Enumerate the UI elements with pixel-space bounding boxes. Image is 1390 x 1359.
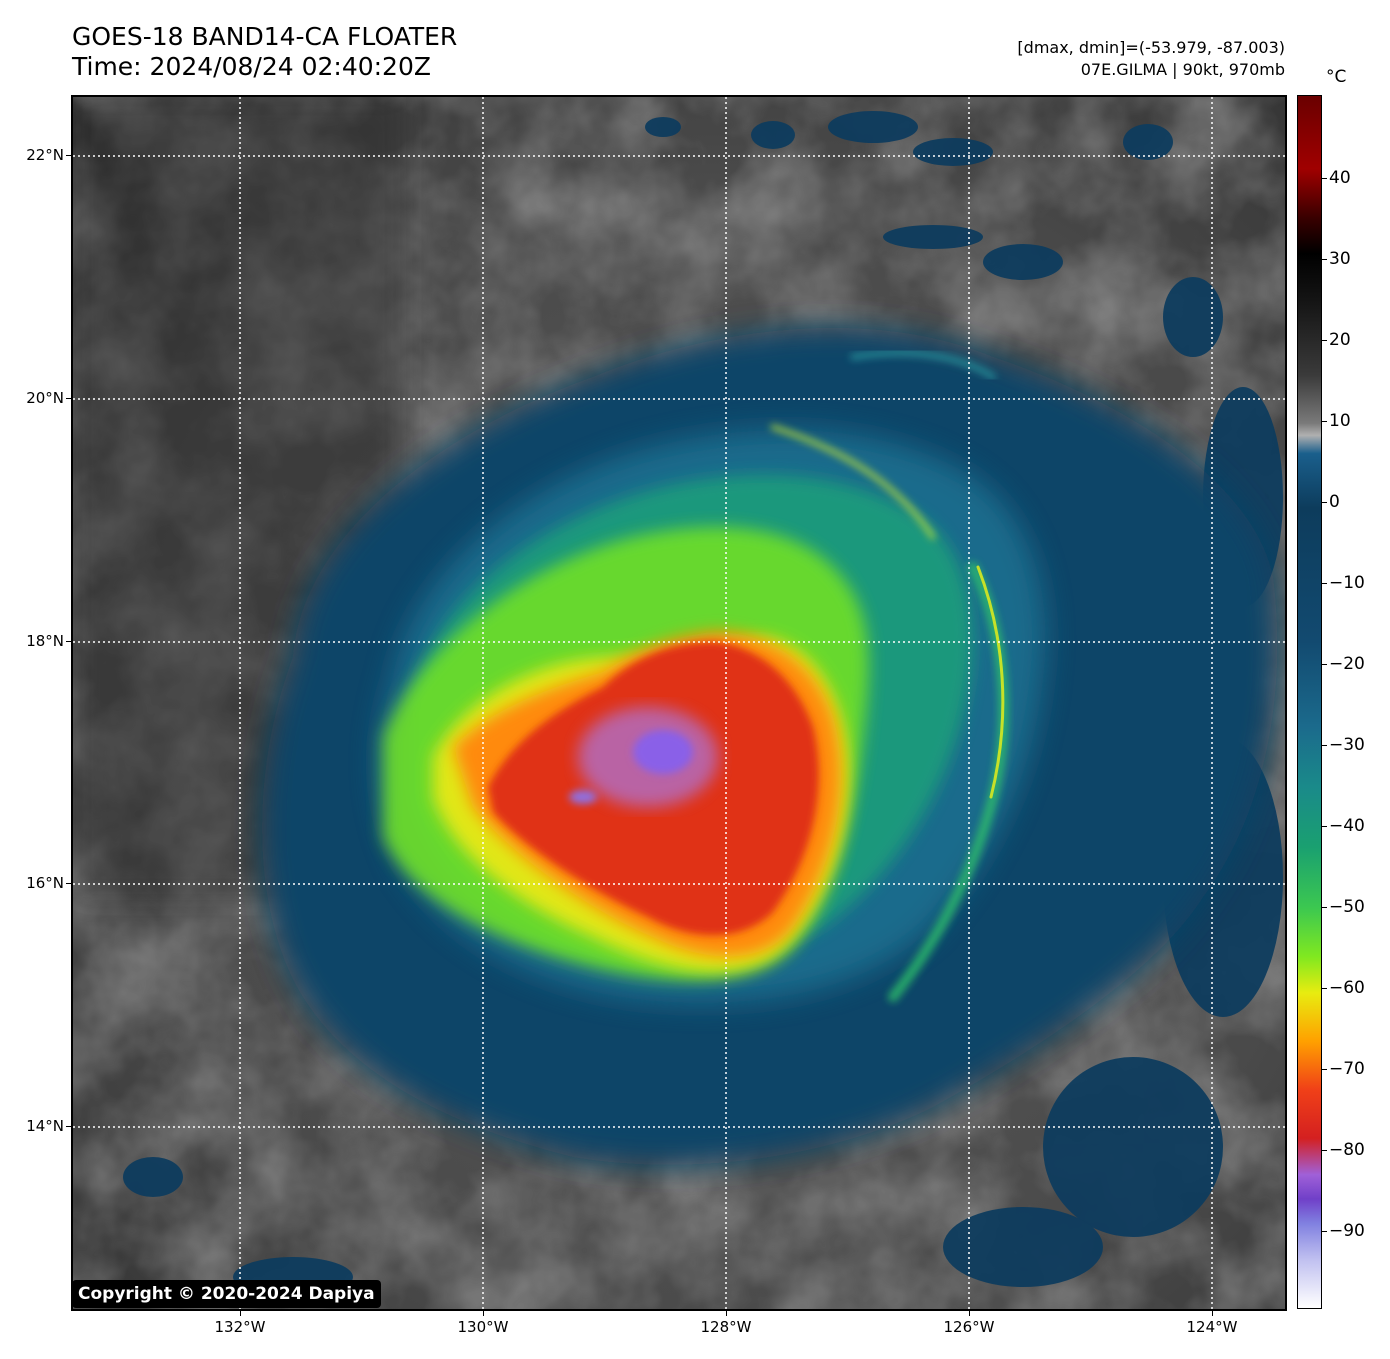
lon-tickmark — [483, 1310, 484, 1316]
lat-label-16n: 16°N — [26, 874, 64, 892]
lat-tickmark — [66, 883, 72, 884]
colorbar-tick-label: 10 — [1329, 411, 1351, 431]
colorbar — [1297, 95, 1322, 1309]
satellite-map — [71, 95, 1287, 1311]
colorbar-tick-mark — [1322, 826, 1327, 827]
colorbar-unit: °C — [1326, 67, 1347, 87]
ir-imagery — [73, 97, 1285, 1309]
colorbar-tick-mark — [1322, 664, 1327, 665]
storm-purple-core — [569, 730, 693, 804]
lon-label-126w: 126°W — [943, 1318, 995, 1336]
lon-label-130w: 130°W — [457, 1318, 509, 1336]
lon-tickmark — [969, 1310, 970, 1316]
lat-label-22n: 22°N — [26, 146, 64, 164]
colorbar-tick-mark — [1322, 1069, 1327, 1070]
lat-label-14n: 14°N — [26, 1117, 64, 1135]
colorbar-tick-label: 20 — [1329, 330, 1351, 350]
colorbar-tick-mark — [1322, 907, 1327, 908]
colorbar-tick-label: −60 — [1329, 978, 1365, 998]
lon-tickmark — [726, 1310, 727, 1316]
colorbar-tick-mark — [1322, 1150, 1327, 1151]
colorbar-tick-label: −70 — [1329, 1059, 1365, 1079]
gridlines — [73, 97, 1285, 1309]
colorbar-tick-label: −50 — [1329, 897, 1365, 917]
colorbar-tick-mark — [1322, 745, 1327, 746]
colorbar-tick-mark — [1322, 988, 1327, 989]
lat-tickmark — [66, 641, 72, 642]
lat-tickmark — [66, 1126, 72, 1127]
colorbar-tick-mark — [1322, 178, 1327, 179]
colorbar-tick-mark — [1322, 1231, 1327, 1232]
colorbar-tick-label: 0 — [1329, 492, 1340, 512]
copyright-label: Copyright © 2020-2024 Dapiya — [72, 1280, 381, 1308]
colorbar-tick-label: −40 — [1329, 816, 1365, 836]
storm-info: 07E.GILMA | 90kt, 970mb — [1080, 60, 1285, 79]
lon-label-132w: 132°W — [214, 1318, 266, 1336]
colorbar-tick-mark — [1322, 259, 1327, 260]
colorbar-tick-label: −80 — [1329, 1140, 1365, 1160]
chart-title: GOES-18 BAND14-CA FLOATER — [72, 22, 458, 51]
dmax-dmin-readout: [dmax, dmin]=(-53.979, -87.003) — [1017, 38, 1285, 57]
outer-rainbands — [770, 350, 1009, 1002]
colorbar-tick-label: −90 — [1329, 1221, 1365, 1241]
colorbar-tick-label: −10 — [1329, 573, 1365, 593]
colorbar-tick-label: 30 — [1329, 249, 1351, 269]
lon-tickmark — [1212, 1310, 1213, 1316]
colorbar-tick-mark — [1322, 340, 1327, 341]
lat-tickmark — [66, 155, 72, 156]
colorbar-tick-label: −20 — [1329, 654, 1365, 674]
colorbar-tick-label: −30 — [1329, 735, 1365, 755]
chart-time: Time: 2024/08/24 02:40:20Z — [72, 52, 431, 81]
lat-label-18n: 18°N — [26, 632, 64, 650]
lon-label-128w: 128°W — [700, 1318, 752, 1336]
colorbar-tick-mark — [1322, 583, 1327, 584]
lat-label-20n: 20°N — [26, 389, 64, 407]
lon-tickmark — [240, 1310, 241, 1316]
colorbar-tick-label: 40 — [1329, 168, 1351, 188]
colorbar-tick-mark — [1322, 421, 1327, 422]
colorbar-tick-mark — [1322, 502, 1327, 503]
lon-label-124w: 124°W — [1186, 1318, 1238, 1336]
lat-tickmark — [66, 398, 72, 399]
